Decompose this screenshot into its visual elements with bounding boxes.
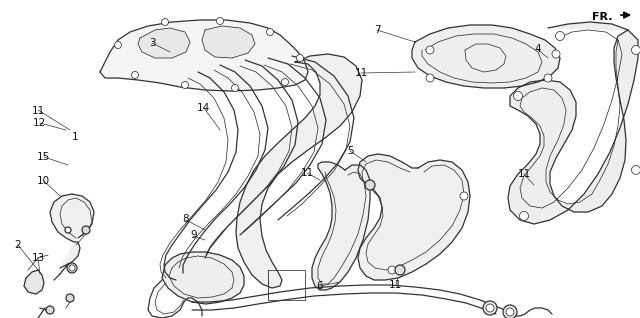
Circle shape [395,265,405,275]
Text: 5: 5 [348,146,354,156]
Circle shape [552,50,560,58]
Circle shape [556,31,564,40]
Polygon shape [50,194,94,268]
Circle shape [426,46,434,54]
Text: 12: 12 [33,118,46,128]
Text: 6: 6 [317,281,323,291]
Circle shape [365,180,375,190]
Circle shape [131,72,138,79]
Text: 2: 2 [15,240,21,250]
Circle shape [216,17,223,24]
Circle shape [632,165,640,175]
Text: 10: 10 [37,176,50,186]
Polygon shape [100,20,308,91]
Circle shape [115,42,122,49]
Text: 3: 3 [149,38,156,48]
Text: 8: 8 [182,214,189,225]
Polygon shape [312,162,370,290]
Text: 7: 7 [374,25,381,35]
Text: 1: 1 [72,132,79,142]
Circle shape [67,263,77,273]
Circle shape [82,226,90,234]
Circle shape [232,85,239,92]
Circle shape [483,301,497,315]
Text: 11: 11 [355,68,368,78]
Circle shape [66,294,74,302]
Polygon shape [412,25,560,88]
Circle shape [503,305,517,318]
Circle shape [282,79,289,86]
Circle shape [460,192,468,200]
Text: 9: 9 [190,230,196,240]
Text: 11: 11 [518,169,531,179]
Polygon shape [24,270,44,294]
Circle shape [161,18,168,25]
Polygon shape [508,22,638,224]
Text: 11: 11 [32,106,45,116]
Circle shape [513,92,522,100]
Text: FR.: FR. [592,12,612,22]
Circle shape [266,29,273,36]
Polygon shape [236,54,362,288]
Polygon shape [358,154,470,280]
Polygon shape [162,252,244,304]
Text: 11: 11 [301,168,314,178]
Circle shape [296,54,303,61]
Circle shape [182,81,189,88]
Circle shape [65,227,71,233]
Circle shape [632,45,640,54]
Text: 13: 13 [32,253,45,263]
Circle shape [486,304,494,312]
Text: 4: 4 [534,44,541,54]
Polygon shape [202,26,255,58]
Circle shape [544,74,552,82]
Circle shape [69,265,75,271]
Text: 14: 14 [197,103,210,113]
Text: 15: 15 [37,152,50,162]
Circle shape [506,308,514,316]
Text: 11: 11 [389,280,402,290]
Polygon shape [138,28,190,58]
Circle shape [426,74,434,82]
Circle shape [46,306,54,314]
Circle shape [520,211,529,220]
Circle shape [388,266,396,274]
